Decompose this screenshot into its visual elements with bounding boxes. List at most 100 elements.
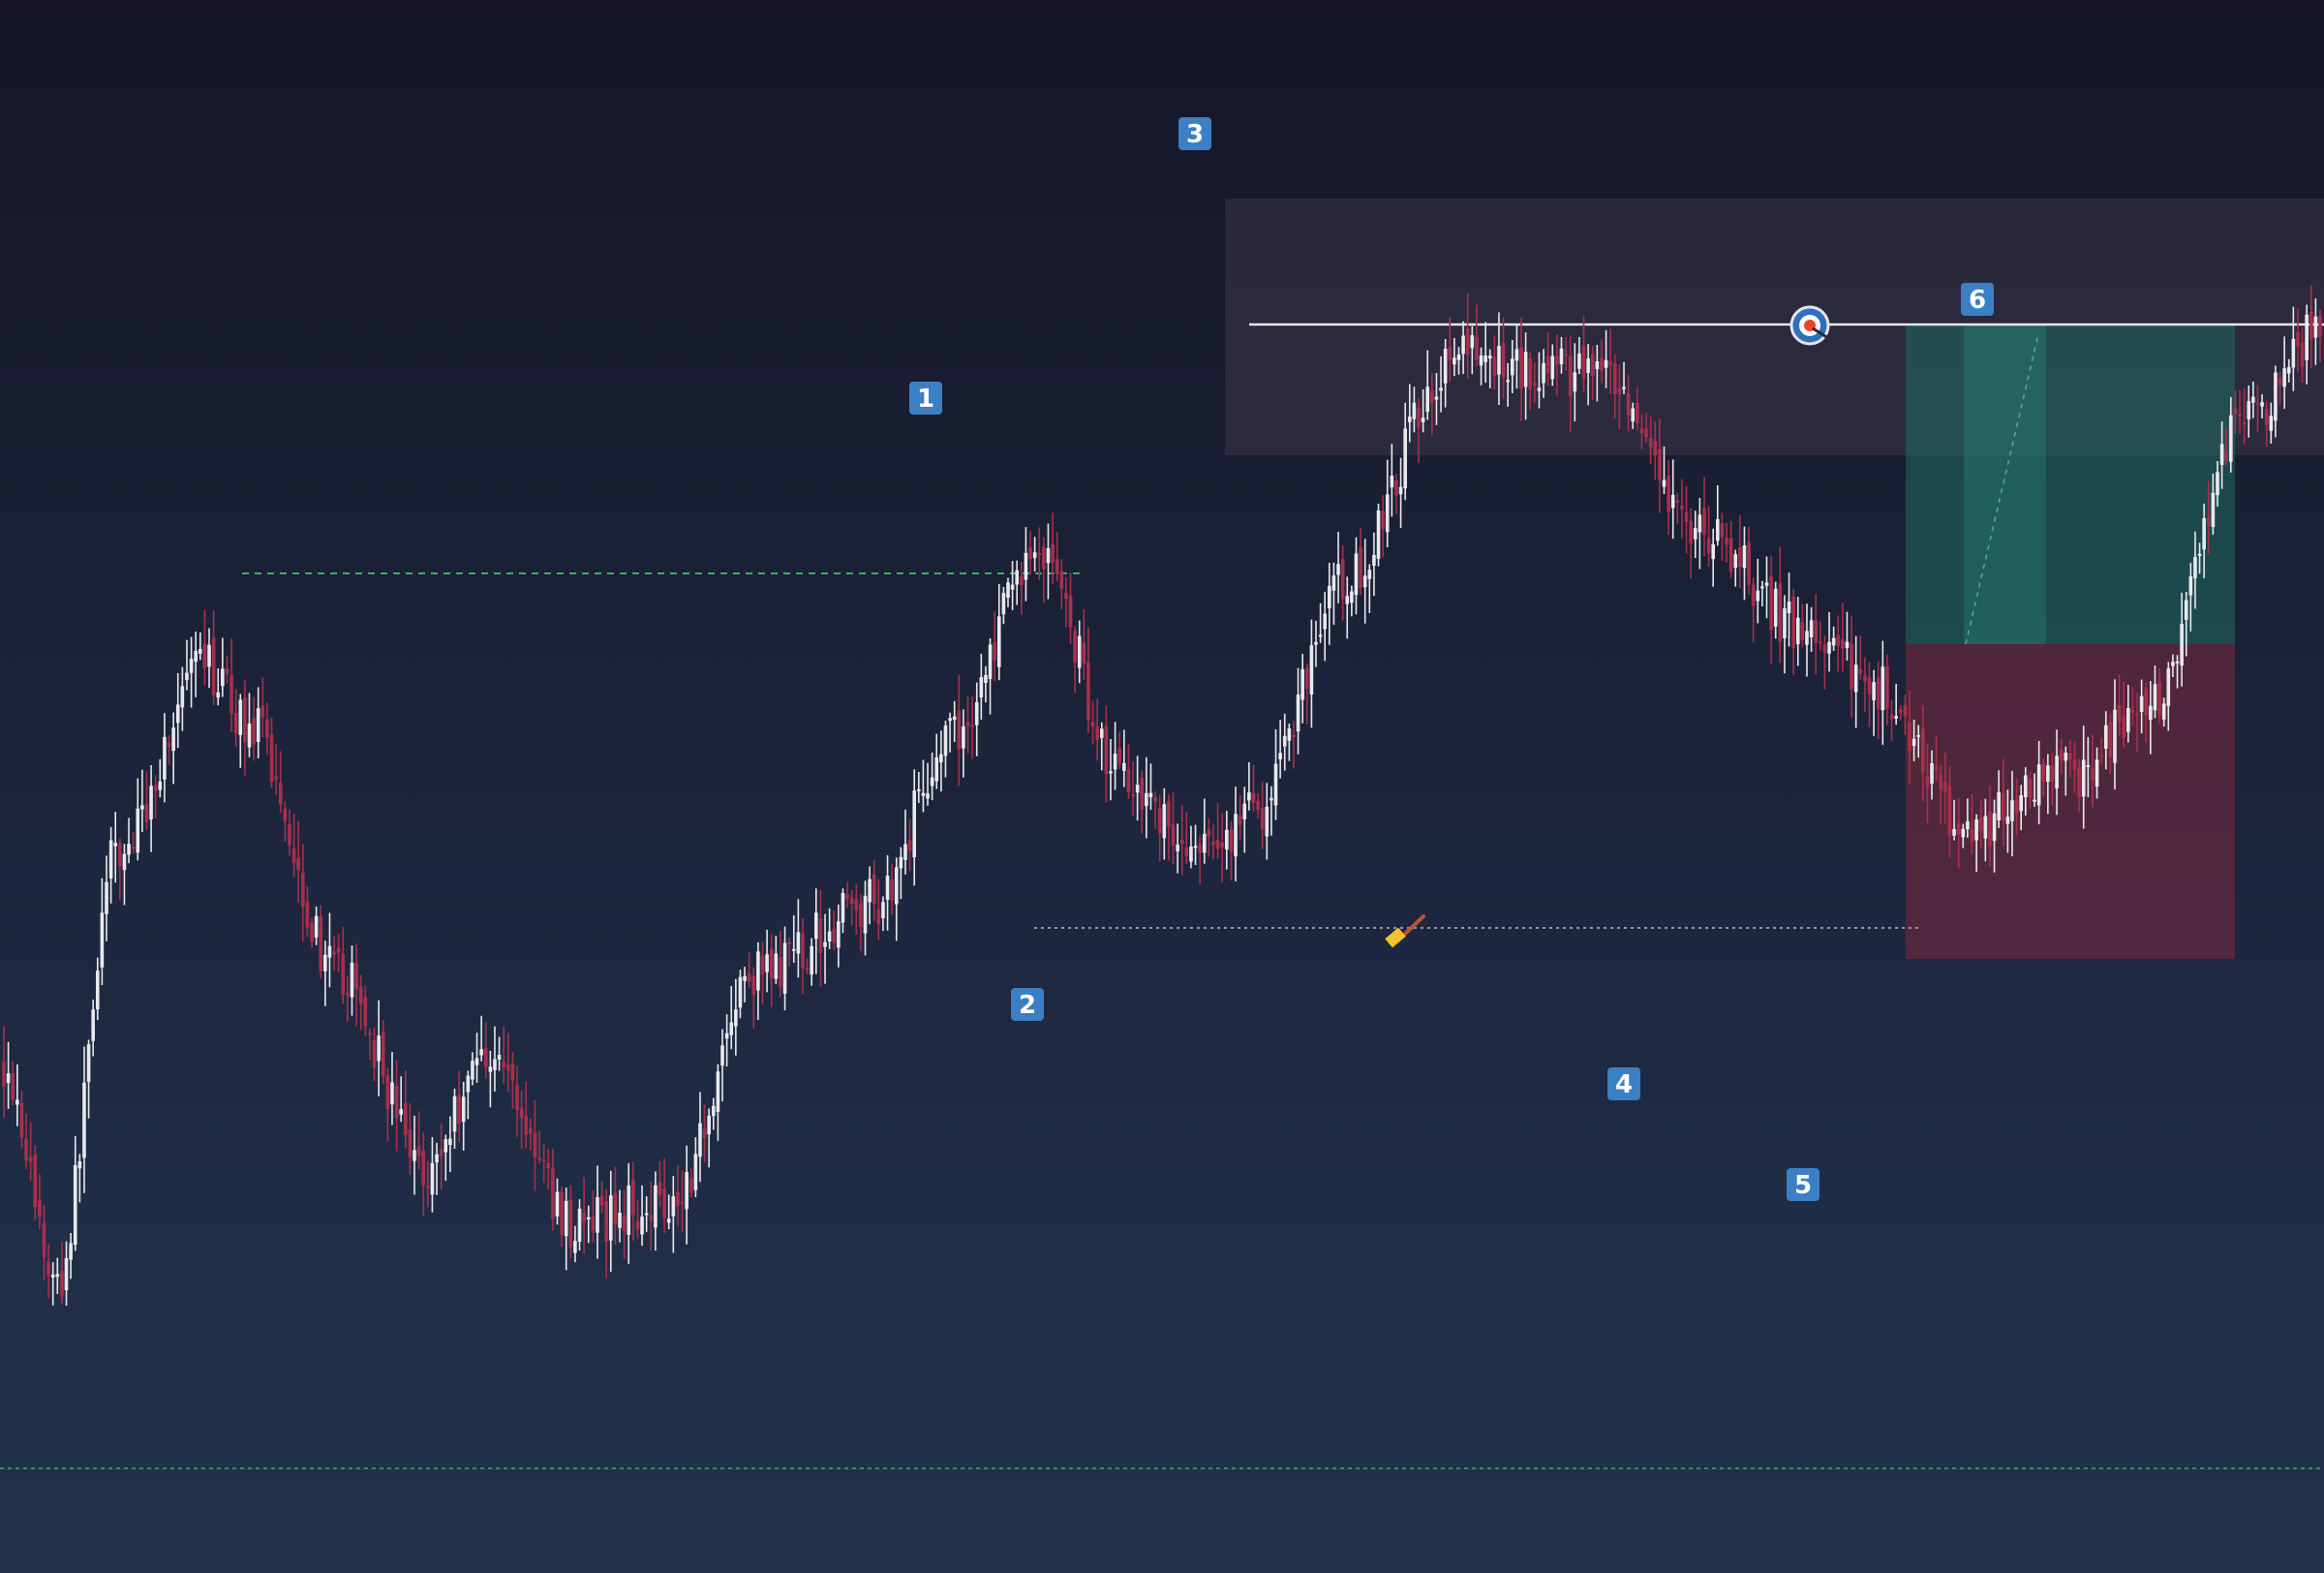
candle: [604, 1189, 608, 1279]
candle: [1475, 304, 1479, 367]
candle: [2010, 770, 2014, 857]
candle-body: [506, 1064, 510, 1071]
candle-body: [676, 1191, 680, 1207]
candle-body: [2149, 705, 2153, 721]
candle: [1992, 799, 1997, 873]
candle-body: [1952, 828, 1956, 836]
candle-body: [2130, 709, 2135, 714]
candle-body: [1872, 682, 1876, 701]
candle-body: [2099, 755, 2103, 757]
candle: [1145, 756, 1148, 839]
candle-body: [1362, 575, 1367, 588]
candle-body: [1738, 547, 1742, 568]
candle: [827, 908, 832, 949]
candle: [1001, 586, 1006, 625]
candle: [1639, 414, 1644, 450]
candle: [1568, 335, 1573, 433]
candle: [1492, 335, 1497, 390]
candle: [698, 1092, 702, 1183]
candle: [943, 721, 948, 778]
candle-body: [1658, 448, 1662, 480]
candle-body: [171, 727, 175, 752]
candle-body: [1956, 822, 1961, 835]
candle-body: [1992, 813, 1997, 842]
candle: [515, 1065, 519, 1137]
candle-body: [2255, 403, 2260, 406]
candle-body: [2171, 662, 2175, 666]
candle: [1769, 555, 1773, 665]
candle-body: [265, 719, 269, 738]
candle-body: [1542, 362, 1545, 384]
candle: [1171, 791, 1176, 865]
candle-body: [1148, 792, 1153, 798]
candle-body: [1211, 841, 1215, 846]
candle-body: [2010, 800, 2014, 821]
candle: [1542, 349, 1545, 398]
candle: [917, 771, 921, 804]
candle: [1099, 722, 1104, 771]
candle-body: [479, 1049, 483, 1056]
candle: [260, 677, 265, 738]
candle-body: [1073, 631, 1077, 663]
candle: [413, 1115, 416, 1195]
candle-body: [1590, 354, 1595, 377]
candle: [2046, 754, 2050, 815]
candle: [1265, 783, 1269, 860]
candle: [1863, 657, 1867, 713]
candle-body: [1863, 675, 1867, 682]
candle-body: [323, 954, 327, 972]
candle-body: [698, 1123, 702, 1157]
candle: [1461, 321, 1465, 375]
candle-body: [233, 713, 238, 734]
candle-body: [2269, 416, 2274, 431]
candle: [1425, 350, 1430, 420]
candle: [238, 694, 243, 768]
candle: [1702, 477, 1706, 557]
candle-body: [1809, 620, 1814, 637]
candle: [1814, 594, 1818, 675]
candle: [1559, 336, 1564, 374]
candle: [774, 936, 779, 984]
candle-body: [1443, 349, 1448, 384]
candle: [2242, 387, 2247, 446]
candle-body: [483, 1047, 488, 1067]
candle-body: [707, 1115, 712, 1135]
candle: [1470, 325, 1475, 375]
candle-body: [1648, 438, 1653, 447]
candle-body: [622, 1216, 627, 1232]
candle: [95, 957, 100, 1021]
candle-body: [1787, 601, 1791, 614]
candle-body: [859, 903, 863, 927]
candle-body: [1020, 576, 1024, 586]
candle: [305, 886, 310, 938]
candle: [1176, 823, 1179, 874]
candle-body: [28, 1157, 33, 1162]
candle-body: [1930, 763, 1934, 785]
candle-body: [1885, 665, 1889, 710]
candle-body: [2184, 600, 2188, 620]
wave-label-box: [1607, 1067, 1640, 1100]
candle: [211, 610, 216, 706]
candle: [1354, 537, 1359, 615]
candle-body: [221, 668, 225, 687]
candle-body: [1898, 709, 1903, 713]
candle: [1278, 720, 1282, 779]
candle-body: [1140, 777, 1145, 810]
candle-body: [1921, 727, 1925, 773]
candle-body: [247, 723, 252, 748]
candle: [1716, 485, 1720, 546]
candle-body: [599, 1195, 604, 1206]
candle: [801, 917, 805, 995]
candle: [1131, 761, 1135, 817]
candle-body: [2305, 314, 2309, 360]
candle-body: [448, 1138, 452, 1146]
candle: [1725, 522, 1728, 563]
candle-body: [118, 843, 122, 867]
target-icon-arrow: [1812, 326, 1829, 340]
candle: [1398, 457, 1403, 528]
candle-body: [1157, 808, 1162, 834]
candle-body: [336, 947, 341, 953]
candle-body: [2103, 725, 2108, 749]
candle: [1519, 317, 1523, 421]
